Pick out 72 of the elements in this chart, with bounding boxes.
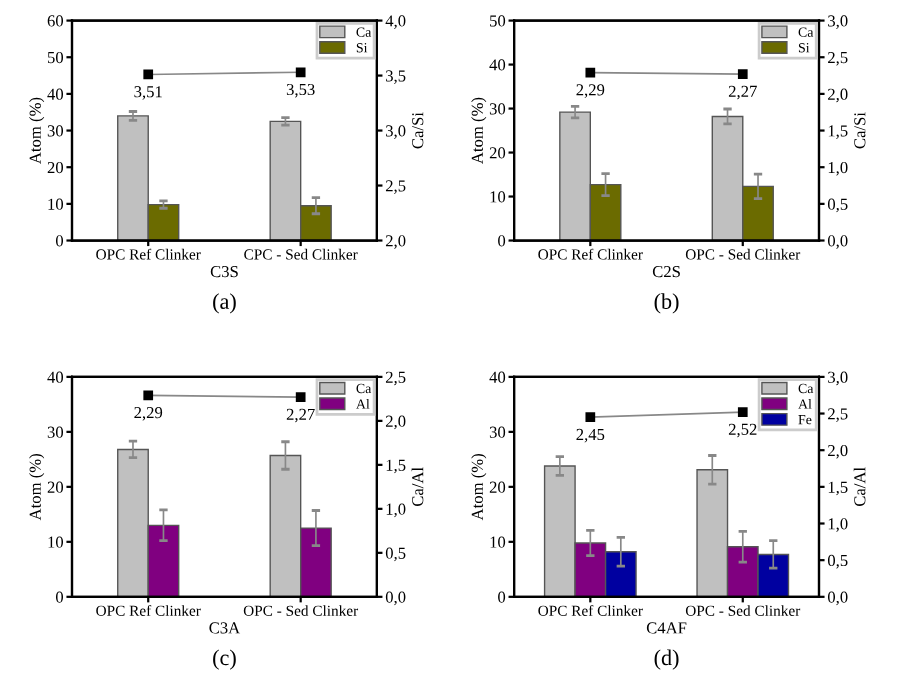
y-axis-title: Atom (%) xyxy=(471,454,487,521)
text: (d) xyxy=(654,649,679,670)
y2-tick-label: 4,0 xyxy=(385,15,406,29)
y-tick-label: 20 xyxy=(47,161,64,174)
y2-axis-title: Ca/Al xyxy=(411,467,424,507)
y2-tick-label: 3,0 xyxy=(386,125,406,139)
y2-tick-label: 0,5 xyxy=(827,198,848,213)
y2-tick-label: 3,0 xyxy=(828,15,848,29)
y2-tick-label: 2,0 xyxy=(828,444,848,459)
y-tick-label: 0 xyxy=(55,235,64,247)
y2-tick-label: 3,0 xyxy=(828,371,848,386)
y-tick-label: 40 xyxy=(47,371,64,383)
y2-tick-label: 1,0 xyxy=(828,518,848,532)
data-label: 2,29 xyxy=(134,407,163,421)
y2-tick-label: 2,0 xyxy=(385,235,406,249)
data-label: 3,51 xyxy=(134,86,162,100)
y-axis-title: Atom (%) xyxy=(29,97,45,164)
y2-tick-label: 0,5 xyxy=(385,547,406,562)
y2-tick-label: 1,5 xyxy=(386,459,406,474)
y-axis-title: Atom (%) xyxy=(471,97,487,164)
y-tick-label: 30 xyxy=(489,426,506,438)
text: (b) xyxy=(654,293,679,314)
y-tick-label: 40 xyxy=(489,371,506,383)
y2-tick-label: 1,0 xyxy=(828,161,848,176)
y2-tick-label: 2,5 xyxy=(828,408,848,422)
y-tick-label: 0 xyxy=(498,235,506,247)
y2-tick-label: 2,5 xyxy=(385,180,406,194)
data-label: 2,52 xyxy=(728,423,757,438)
y2-tick-label: 3,5 xyxy=(386,70,406,84)
y2-tick-label: 2,5 xyxy=(385,371,406,386)
y-tick-label: 50 xyxy=(47,51,64,64)
y2-tick-label: 1,5 xyxy=(828,481,848,496)
y2-tick-label: 2,5 xyxy=(828,51,848,66)
y2-axis-title: Ca/Al xyxy=(853,467,866,507)
y2-tick-label: 0,5 xyxy=(827,554,848,569)
y-tick-label: 10 xyxy=(490,536,506,548)
y2-tick-label: 0,0 xyxy=(827,591,848,606)
x-axis-title: C3S xyxy=(210,266,238,278)
y-tick-label: 60 xyxy=(47,15,64,27)
y-tick-label: 0 xyxy=(55,591,64,603)
text: (c) xyxy=(213,649,236,670)
y-tick-label: 10 xyxy=(48,198,64,210)
text: (a) xyxy=(213,293,236,314)
x-axis-title: C4AF xyxy=(646,622,687,634)
y-tick-label: 0 xyxy=(498,591,506,603)
data-label: 3,53 xyxy=(286,83,315,98)
y-tick-label: 30 xyxy=(489,103,506,115)
y-tick-label: 20 xyxy=(489,481,506,493)
y2-tick-label: 0,0 xyxy=(827,235,848,249)
y2-tick-label: 1,0 xyxy=(386,503,406,518)
data-label: 2,27 xyxy=(286,408,315,423)
x-axis-title: C2S xyxy=(652,266,680,278)
y2-tick-label: 2,0 xyxy=(828,88,848,103)
y-axis-title: Atom (%) xyxy=(29,454,45,521)
y-tick-label: 40 xyxy=(489,59,506,71)
y-tick-label: 10 xyxy=(48,536,64,548)
y-tick-label: 30 xyxy=(47,125,64,137)
data-label: 2,45 xyxy=(576,428,605,443)
y2-axis-title: Ca/Si xyxy=(412,112,424,149)
y-tick-label: 20 xyxy=(489,147,506,159)
y-tick-label: 50 xyxy=(490,15,506,27)
y2-tick-label: 0,0 xyxy=(385,591,406,606)
y-tick-label: 20 xyxy=(47,481,64,493)
y2-tick-label: 1,5 xyxy=(828,125,848,139)
y2-tick-label: 2,0 xyxy=(385,415,406,430)
y-tick-label: 30 xyxy=(47,426,64,438)
data-label: 2,29 xyxy=(576,84,605,98)
data-label: 2,27 xyxy=(728,85,757,100)
y-tick-label: 40 xyxy=(47,88,64,100)
x-axis-title: C3A xyxy=(209,622,241,634)
y2-axis-title: Ca/Si xyxy=(854,112,866,149)
y-tick-label: 10 xyxy=(490,191,506,203)
